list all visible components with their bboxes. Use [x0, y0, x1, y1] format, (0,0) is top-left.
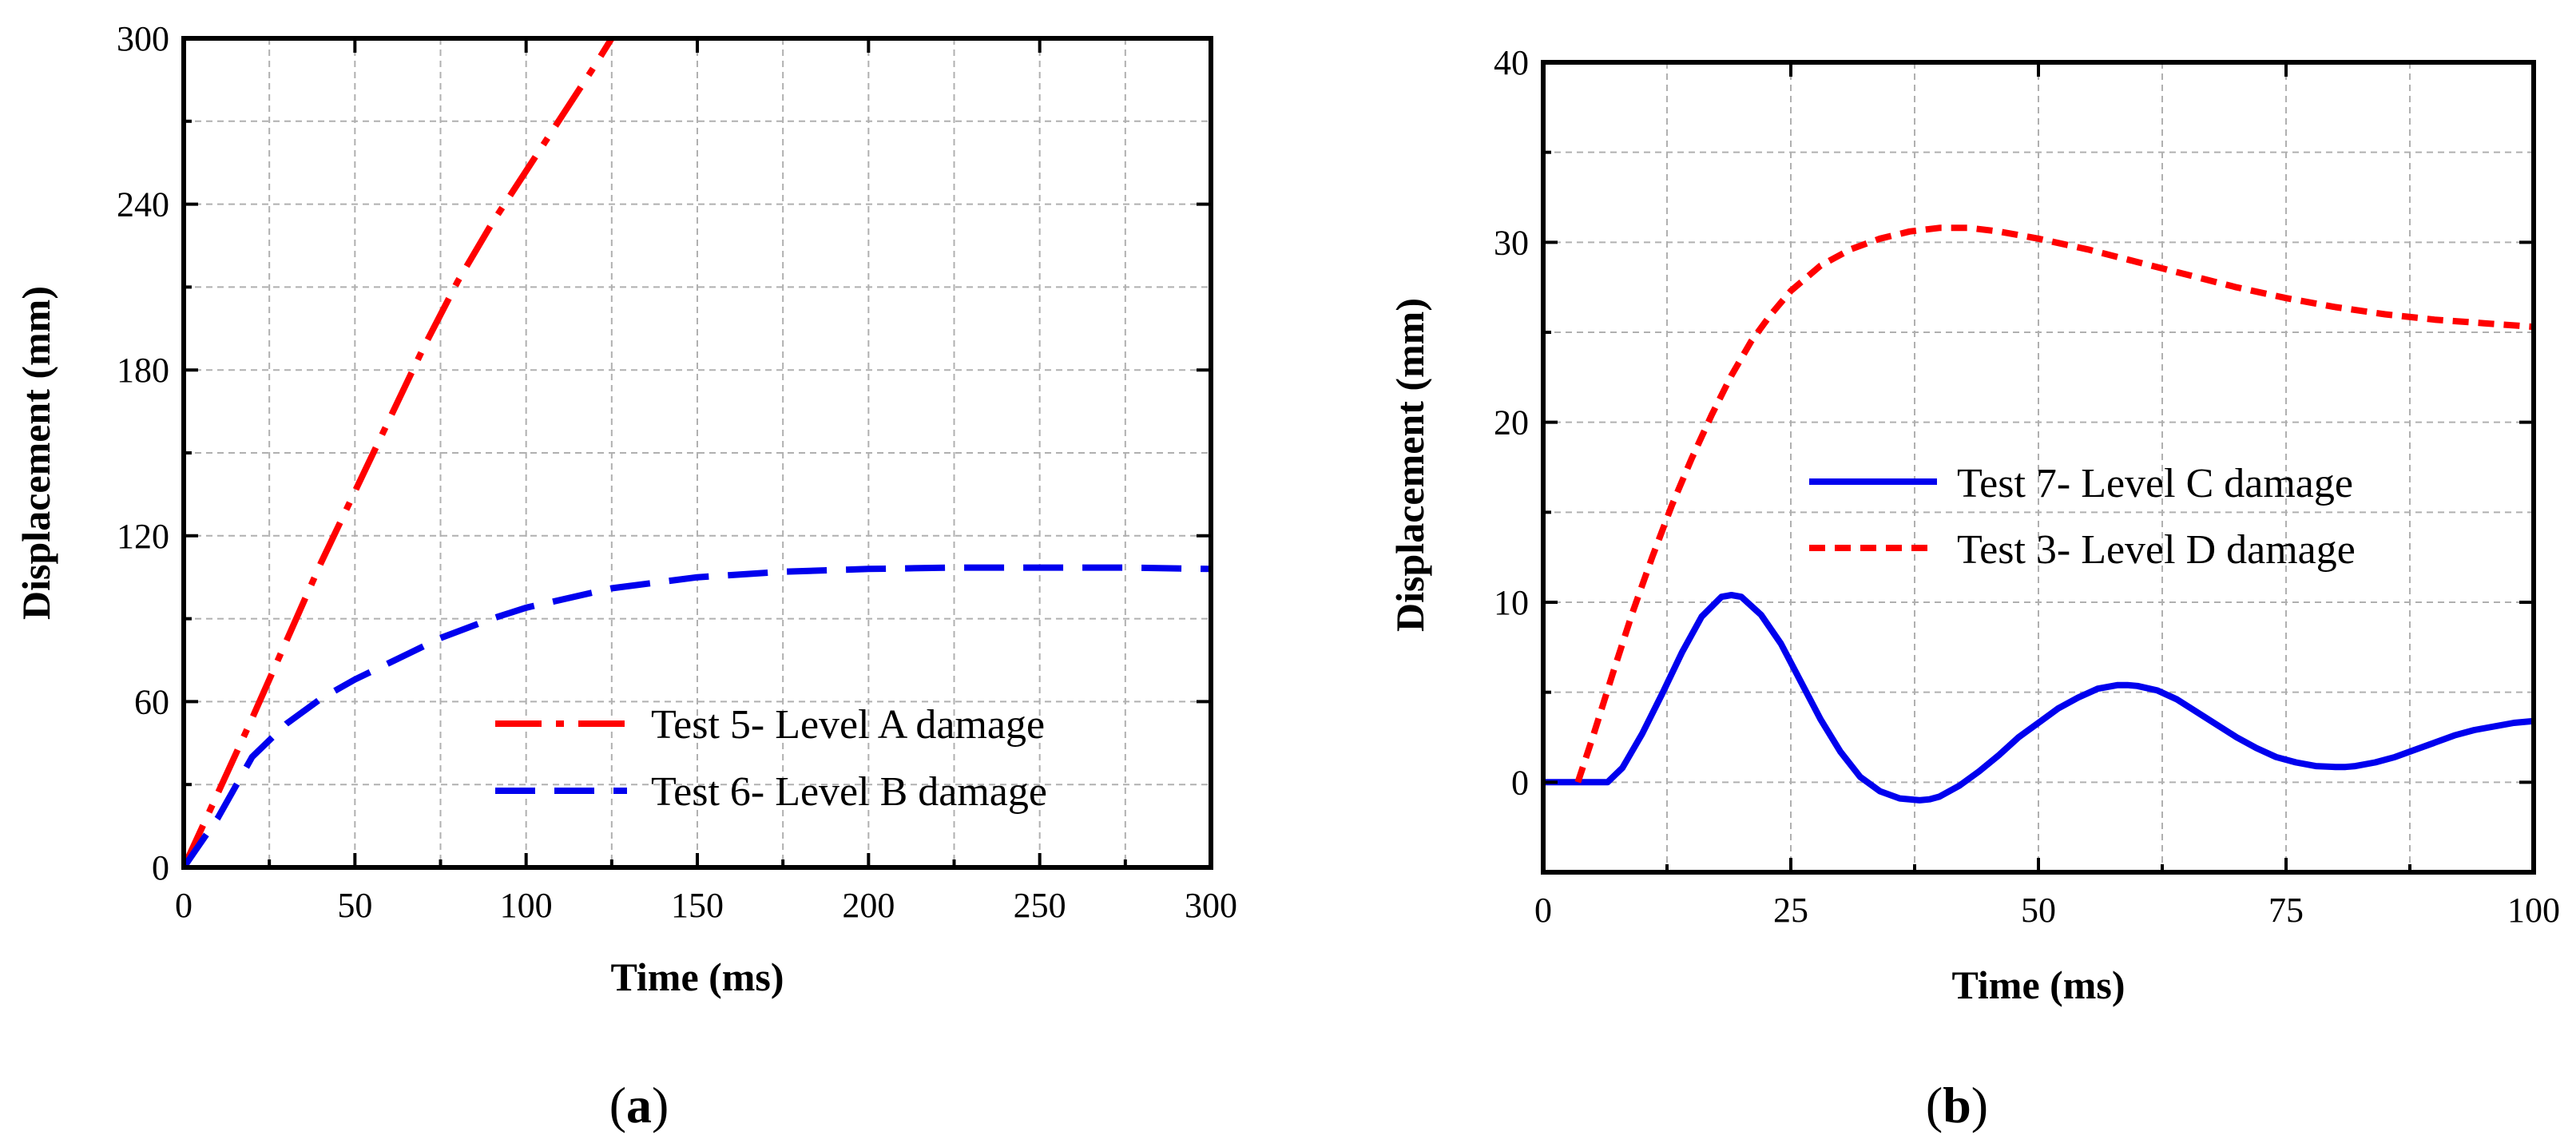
- x-tick-label: 100: [2507, 891, 2560, 930]
- plot-area: [184, 38, 1211, 867]
- x-tick-label: 50: [2021, 891, 2056, 930]
- x-tick-label: 150: [671, 886, 724, 925]
- y-tick-label: 60: [134, 682, 169, 721]
- x-tick-label: 0: [175, 886, 193, 925]
- x-tick-label: 200: [842, 886, 895, 925]
- y-tick-label: 120: [117, 517, 169, 556]
- y-tick-label: 40: [1494, 43, 1529, 82]
- y-tick-label: 0: [152, 848, 169, 887]
- x-tick-labels: 0 50 100 150 200 250 300: [175, 886, 1237, 925]
- series-line-test-7: [1543, 592, 2534, 804]
- x-axis-title: Time (ms): [610, 955, 784, 999]
- plot-area: [1543, 224, 2534, 804]
- legend-label-test-7: Test 7- Level C damage: [1957, 461, 2353, 506]
- x-tick-label: 250: [1014, 886, 1066, 925]
- x-tick-label: 0: [1534, 891, 1552, 930]
- y-tick-label: 30: [1494, 223, 1529, 262]
- y-tick-label: 0: [1511, 763, 1529, 802]
- axis-ticks: [1542, 61, 2535, 872]
- y-tick-label: 20: [1494, 403, 1529, 443]
- x-tick-label: 100: [500, 886, 553, 925]
- legend-label-test-5: Test 5- Level A damage: [651, 702, 1045, 748]
- y-tick-labels: 0 10 20 30 40: [1494, 43, 1529, 802]
- y-tick-labels: 0 60 120 180 240 300: [117, 19, 169, 887]
- axis-ticks: [182, 37, 1213, 869]
- series-line-test-5: [184, 38, 615, 867]
- chart-panel-a: 0 50 100 150 200 250 300 0 60 120 180 240 300 Time …: [14, 19, 1237, 1133]
- x-tick-label: 75: [2268, 891, 2304, 930]
- legend: Test 5- Level A damage Test 6- Level B d…: [495, 702, 1047, 815]
- legend-label-test-3: Test 3- Level D damage: [1957, 527, 2356, 573]
- series-line-test-3: [1574, 224, 2534, 784]
- panel-label-b: (b): [1926, 1077, 1988, 1133]
- y-tick-label: 240: [117, 185, 169, 224]
- x-tick-labels: 0 25 50 75 100: [1534, 891, 2560, 930]
- series-line-test-6: [184, 564, 1211, 867]
- y-tick-label: 300: [117, 19, 169, 58]
- legend: Test 7- Level C damage Test 3- Level D d…: [1809, 461, 2356, 573]
- x-axis-title: Time (ms): [1951, 962, 2125, 1007]
- legend-label-test-6: Test 6- Level B damage: [651, 769, 1047, 815]
- chart-panel-b: 0 25 50 75 100 0 10 20 30 40 Time (ms) Displacem…: [1387, 43, 2560, 1133]
- x-tick-label: 50: [337, 886, 372, 925]
- panel-label-a: (a): [609, 1077, 669, 1133]
- grid-lines: [1543, 62, 2534, 872]
- x-tick-label: 300: [1185, 886, 1237, 925]
- y-tick-label: 10: [1494, 583, 1529, 622]
- y-axis-title: Displacement (mm): [1387, 298, 1432, 632]
- y-axis-title: Displacement (mm): [14, 286, 58, 620]
- x-tick-label: 25: [1773, 891, 1808, 930]
- y-tick-label: 180: [117, 351, 169, 390]
